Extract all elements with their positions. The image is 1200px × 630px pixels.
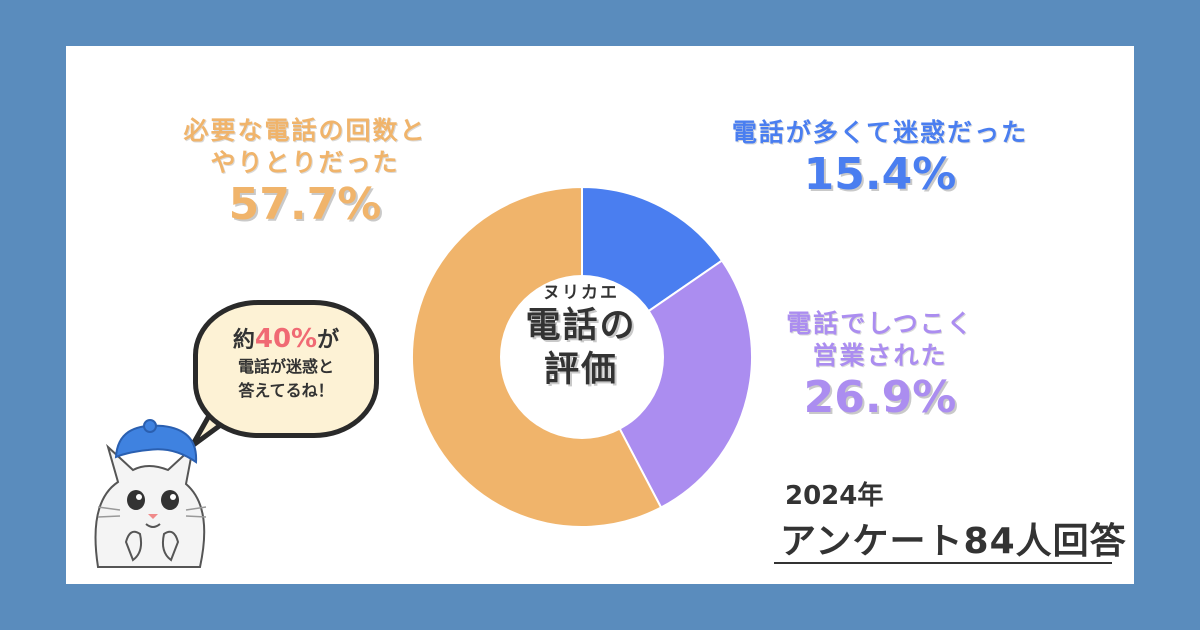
slice-label-line: 電話が多くて迷惑だった: [731, 118, 1029, 147]
center-title-line: 評価: [543, 350, 618, 390]
slice-value-label: 26.9%: [803, 372, 957, 423]
donut-center-title: ヌリカエ 電話の 評価: [505, 282, 657, 392]
slice-value-label: 15.4%: [803, 149, 957, 200]
slice-label-persistent-sales: 電話でしつこく 営業された 26.9%: [760, 308, 1000, 424]
donut-chart: [411, 185, 753, 528]
donut-hole: [500, 275, 664, 439]
slice-label-line: 必要な電話の回数と: [183, 116, 427, 145]
survey-note: アンケート84人回答: [780, 521, 1127, 562]
slice-value-label: 57.7%: [228, 179, 382, 230]
speech-bubble-text: 約40%が 電話が迷惑と 答えてるね！: [193, 325, 379, 403]
center-title-line: 電話の: [525, 306, 637, 346]
slice-label-line: 営業された: [812, 341, 948, 370]
slice-label-too-many-calls: 電話が多くて迷惑だった 15.4%: [690, 117, 1070, 201]
bubble-line: 答えてるね！: [238, 381, 334, 400]
bubble-suffix: が: [317, 328, 340, 353]
survey-year: 2024年: [785, 481, 884, 511]
slice-persistent-sales: [580, 259, 753, 509]
speech-bubble: [193, 300, 379, 438]
survey-underline: [774, 562, 1112, 564]
bubble-highlight: 40%: [254, 324, 318, 354]
bubble-prefix: 約: [232, 328, 255, 353]
slice-label-line: 電話でしつこく: [786, 309, 974, 338]
cat-mascot-icon: [94, 419, 207, 568]
center-brand: ヌリカエ: [543, 283, 619, 303]
bubble-line: 電話が迷惑と: [237, 357, 334, 376]
slice-label-line: やりとりだった: [210, 148, 400, 177]
slice-label-necessary-calls: 必要な電話の回数と やりとりだった 57.7%: [150, 115, 460, 231]
